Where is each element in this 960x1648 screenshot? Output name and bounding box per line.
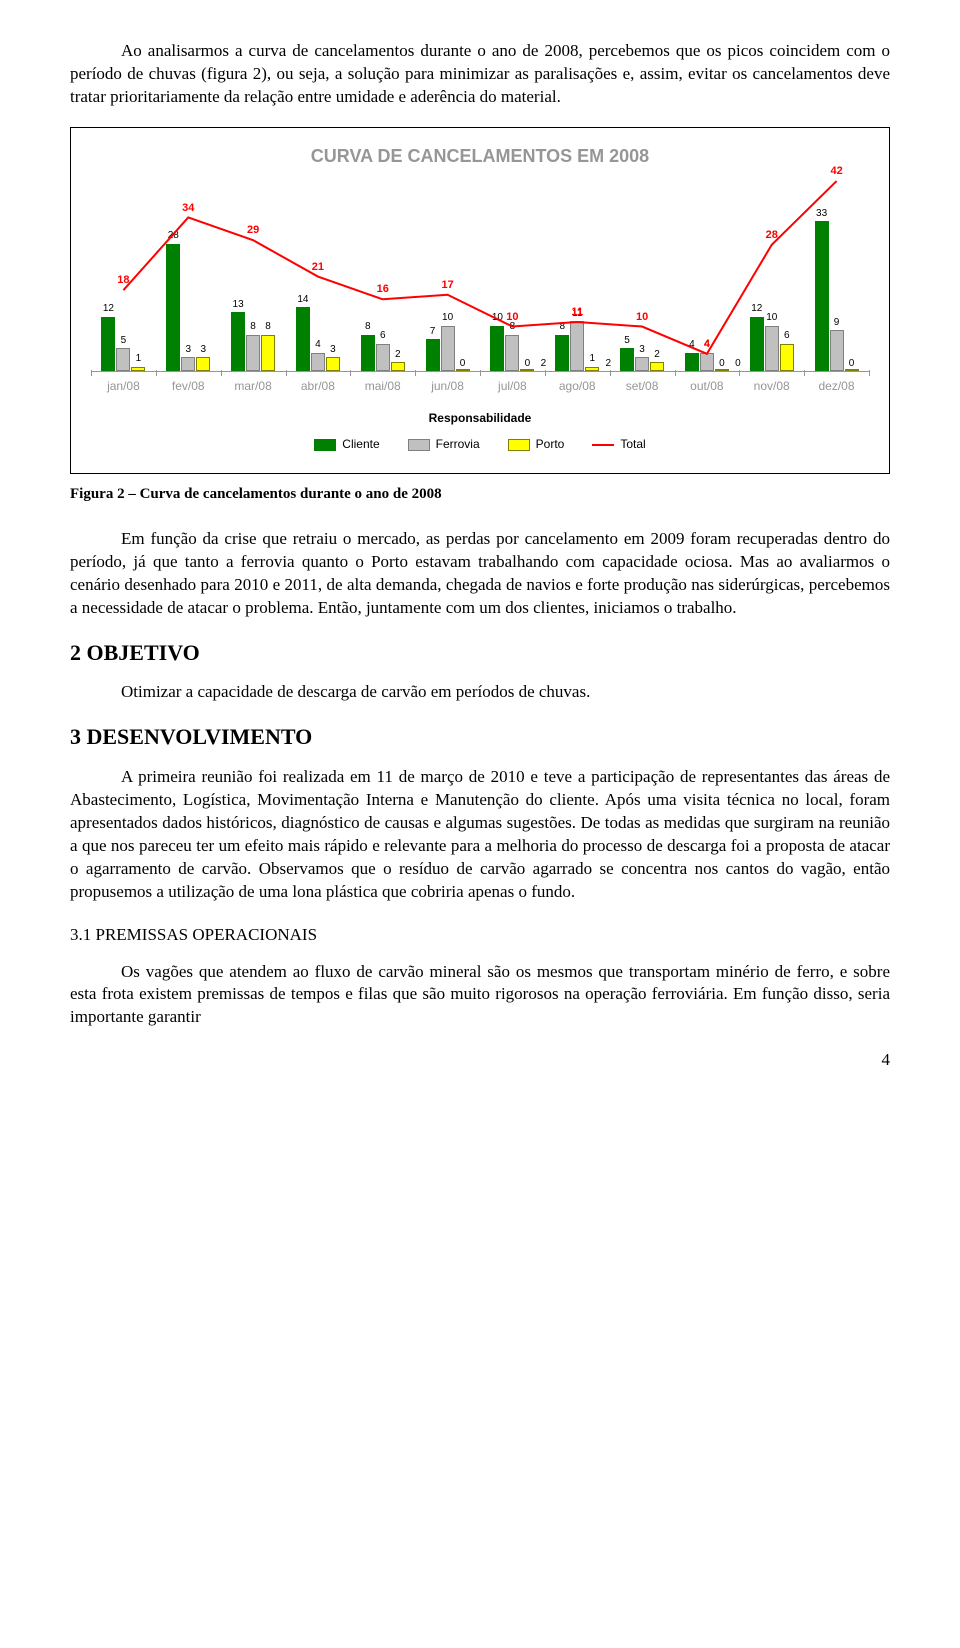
legend-ferrovia-label: Ferrovia (436, 436, 480, 452)
x-tick-label: jul/08 (480, 378, 545, 394)
x-tick (415, 370, 416, 376)
body-paragraph-premissas: Os vagões que atendem ao fluxo de carvão… (70, 961, 890, 1030)
heading-objetivo: 2 OBJETIVO (70, 638, 890, 668)
x-tick-label: ago/08 (545, 378, 610, 394)
chart-legend: Cliente Ferrovia Porto Total (91, 436, 869, 452)
x-tick (221, 370, 222, 376)
swatch-cliente (314, 439, 336, 451)
total-value-label: 18 (117, 273, 129, 288)
x-tick (91, 370, 92, 376)
swatch-total (592, 444, 614, 446)
legend-cliente: Cliente (314, 436, 379, 452)
total-value-label: 29 (247, 223, 259, 238)
x-tick-label: set/08 (610, 378, 675, 394)
heading-premissas: 3.1 PREMISSAS OPERACIONAIS (70, 924, 890, 947)
x-tick (286, 370, 287, 376)
total-value-label: 21 (312, 260, 324, 275)
total-value-label: 34 (182, 201, 194, 216)
body-paragraph-crise: Em função da crise que retraiu o mercado… (70, 528, 890, 620)
total-line (91, 172, 869, 372)
page-number: 4 (70, 1049, 890, 1072)
chart-subaxis-label: Responsabilidade (91, 410, 869, 426)
x-tick (480, 370, 481, 376)
figure-caption: Figura 2 – Curva de cancelamentos durant… (70, 484, 890, 504)
x-tick (675, 370, 676, 376)
swatch-ferrovia (408, 439, 430, 451)
x-tick (545, 370, 546, 376)
legend-total-label: Total (620, 436, 645, 452)
legend-ferrovia: Ferrovia (408, 436, 480, 452)
x-tick-label: nov/08 (739, 378, 804, 394)
x-tick (156, 370, 157, 376)
legend-total: Total (592, 436, 645, 452)
x-tick-label: dez/08 (804, 378, 869, 394)
chart-plot-area: 1251283313881443862710010802811125324400… (91, 172, 869, 372)
total-value-label: 17 (441, 278, 453, 293)
x-tick (804, 370, 805, 376)
chart-title: CURVA DE CANCELAMENTOS EM 2008 (91, 144, 869, 168)
heading-desenvolvimento: 3 DESENVOLVIMENTO (70, 722, 890, 752)
x-tick-label: jan/08 (91, 378, 156, 394)
legend-cliente-label: Cliente (342, 436, 379, 452)
body-paragraph-desenvolvimento: A primeira reunião foi realizada em 11 d… (70, 766, 890, 904)
total-value-label: 28 (766, 228, 778, 243)
x-tick-label: jun/08 (415, 378, 480, 394)
x-tick-label: abr/08 (285, 378, 350, 394)
legend-porto: Porto (508, 436, 565, 452)
total-value-label: 10 (506, 310, 518, 325)
intro-paragraph: Ao analisarmos a curva de cancelamentos … (70, 40, 890, 109)
legend-porto-label: Porto (536, 436, 565, 452)
swatch-porto (508, 439, 530, 451)
x-tick-label: mar/08 (221, 378, 286, 394)
chart-container: CURVA DE CANCELAMENTOS EM 2008 125128331… (70, 127, 890, 474)
body-paragraph-objetivo: Otimizar a capacidade de descarga de car… (70, 681, 890, 704)
x-tick (610, 370, 611, 376)
x-tick (350, 370, 351, 376)
x-axis-labels: jan/08fev/08mar/08abr/08mai/08jun/08jul/… (91, 378, 869, 394)
total-value-label: 10 (636, 310, 648, 325)
total-value-label: 16 (377, 283, 389, 298)
x-tick (869, 370, 870, 376)
total-value-label: 42 (830, 164, 842, 179)
x-tick (739, 370, 740, 376)
total-value-label: 11 (571, 305, 583, 320)
x-tick-label: mai/08 (350, 378, 415, 394)
x-tick-label: out/08 (674, 378, 739, 394)
x-tick-label: fev/08 (156, 378, 221, 394)
total-value-label: 4 (704, 337, 710, 352)
